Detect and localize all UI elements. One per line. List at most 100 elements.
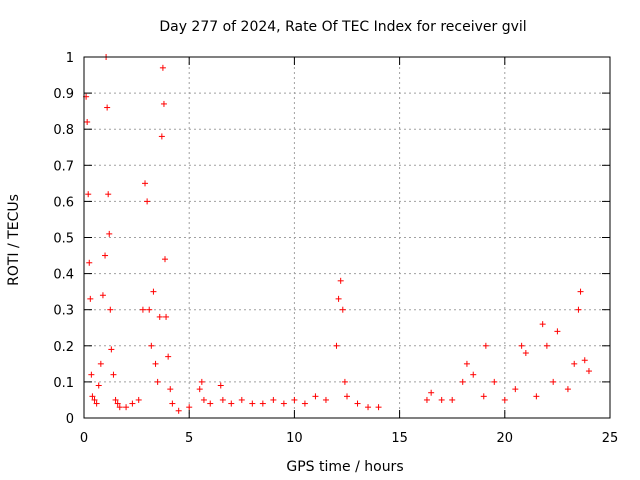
data-point <box>280 400 287 407</box>
data-point <box>301 400 308 407</box>
data-point <box>571 360 578 367</box>
data-point <box>581 357 588 364</box>
data-point <box>249 400 256 407</box>
y-tick-label: 0.2 <box>53 340 74 355</box>
data-point <box>99 292 106 299</box>
data-point <box>95 382 102 389</box>
data-point <box>554 328 561 335</box>
data-point <box>105 191 112 198</box>
data-point <box>107 306 114 313</box>
y-tick-label: 0.5 <box>53 232 74 247</box>
data-point <box>449 396 456 403</box>
data-point <box>88 371 95 378</box>
data-point <box>428 389 435 396</box>
data-point <box>339 306 346 313</box>
data-point <box>344 393 350 400</box>
data-point <box>108 346 115 353</box>
data-point <box>167 386 174 393</box>
data-point <box>144 198 151 205</box>
data-point <box>93 400 100 407</box>
data-point <box>152 360 159 367</box>
data-point <box>501 396 508 403</box>
data-point <box>238 396 245 403</box>
data-point <box>116 404 123 411</box>
data-point <box>156 313 163 320</box>
x-axis-label: GPS time / hours <box>286 459 403 475</box>
data-point <box>322 396 329 403</box>
x-tick-label: 15 <box>391 431 408 446</box>
data-point <box>160 100 167 107</box>
axis-ticks: 0 5 10 15 20 25 0 0.1 0.2 0.3 0.4 0.5 0.6 0.7 0.8 0.9 1 <box>53 51 618 446</box>
data-point <box>575 306 582 313</box>
data-point <box>337 277 344 284</box>
y-tick-label: 0.7 <box>53 159 74 174</box>
data-point <box>162 256 169 263</box>
x-tick-label: 5 <box>185 431 193 446</box>
data-point <box>104 104 111 111</box>
data-point <box>123 404 130 411</box>
data-point <box>154 378 161 385</box>
data-point <box>146 306 153 313</box>
data-point <box>259 400 266 407</box>
data-point <box>196 386 203 393</box>
data-point <box>463 360 470 367</box>
data-point <box>470 371 477 378</box>
data-point <box>158 133 165 140</box>
data-point <box>341 378 348 385</box>
data-point <box>198 378 205 385</box>
data-point <box>207 400 214 407</box>
data-point <box>512 386 519 393</box>
data-point <box>375 404 382 411</box>
data-point <box>89 393 96 400</box>
data-point <box>86 259 93 266</box>
data-point <box>102 252 109 259</box>
x-tick-label: 25 <box>602 431 619 446</box>
data-point <box>129 400 136 407</box>
data-point <box>459 378 466 385</box>
x-tick-label: 0 <box>80 431 88 446</box>
data-point <box>333 342 340 349</box>
x-tick-label: 10 <box>286 431 303 446</box>
data-point <box>291 396 298 403</box>
data-point <box>135 396 142 403</box>
data-point <box>543 342 550 349</box>
data-point <box>577 288 584 295</box>
y-tick-label: 0.9 <box>53 87 74 102</box>
data-point <box>522 350 529 357</box>
data-point <box>270 396 277 403</box>
y-tick-label: 0 <box>66 412 74 427</box>
chart-title: Day 277 of 2024, Rate Of TEC Index for r… <box>159 19 526 35</box>
data-point <box>539 321 546 328</box>
data-point <box>150 288 157 295</box>
data-point <box>533 393 540 400</box>
data-point <box>438 396 445 403</box>
data-point <box>354 400 361 407</box>
y-axis-label: ROTI / TECUs <box>6 194 22 286</box>
data-point <box>87 295 94 302</box>
data-point <box>423 396 430 403</box>
data-point <box>518 342 525 349</box>
y-tick-label: 0.1 <box>53 376 74 391</box>
data-point <box>219 396 226 403</box>
y-tick-label: 0.3 <box>53 304 74 319</box>
data-point <box>112 396 119 403</box>
data-points <box>83 54 592 414</box>
data-point <box>159 64 166 71</box>
data-point <box>165 353 172 360</box>
data-point <box>139 306 146 313</box>
data-point <box>228 400 235 407</box>
data-point <box>217 382 224 389</box>
data-point <box>482 342 489 349</box>
data-point <box>365 404 372 411</box>
data-point <box>148 342 155 349</box>
y-tick-label: 0.4 <box>53 268 74 283</box>
data-point <box>163 313 170 320</box>
data-point <box>84 118 91 125</box>
data-point <box>564 386 571 393</box>
data-point <box>169 400 176 407</box>
data-point <box>85 191 92 198</box>
data-point <box>585 368 592 375</box>
plot-frame <box>83 56 611 419</box>
data-point <box>91 396 98 403</box>
